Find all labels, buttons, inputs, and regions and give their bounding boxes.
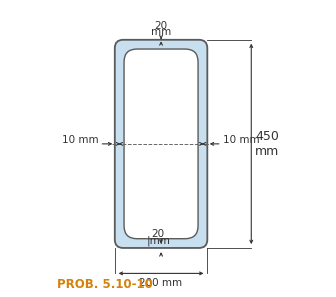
Text: 20: 20 [155,21,168,31]
Text: |mm: |mm [147,235,171,246]
FancyBboxPatch shape [124,49,198,239]
Text: 200 mm: 200 mm [139,278,183,288]
FancyBboxPatch shape [115,40,207,248]
Text: 10 mm: 10 mm [222,135,259,145]
Text: mm: mm [151,28,171,37]
Text: PROB. 5.10-10: PROB. 5.10-10 [57,277,153,290]
Text: 20: 20 [151,230,164,239]
Text: 450
mm: 450 mm [255,130,279,158]
Text: 10 mm: 10 mm [62,135,98,145]
